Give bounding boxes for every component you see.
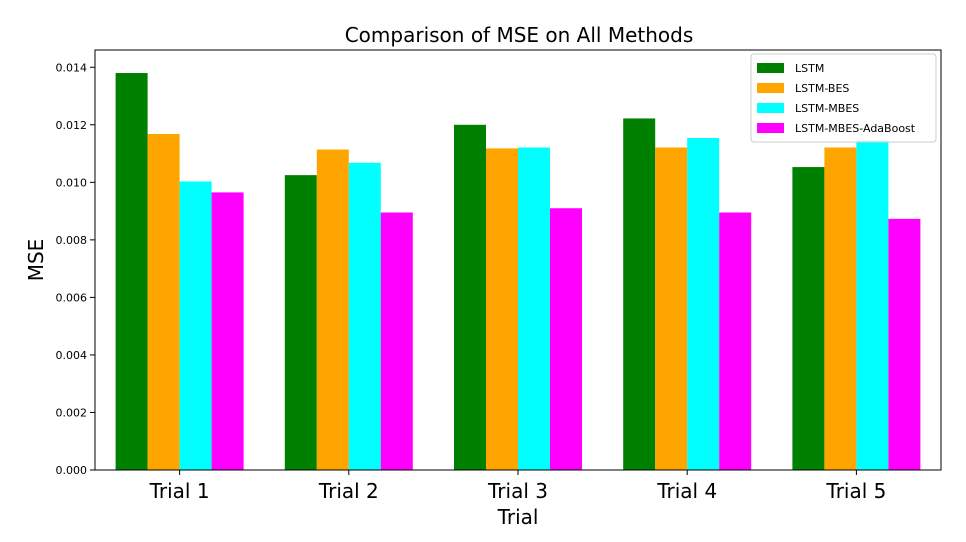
y-tick-label: 0.000 — [56, 464, 88, 477]
y-tick-label: 0.002 — [56, 406, 88, 419]
bar-lstm-mbes-trial-4 — [687, 138, 720, 470]
y-tick-label: 0.006 — [56, 291, 88, 304]
x-axis-label: Trial — [497, 505, 539, 529]
legend-swatch — [757, 63, 784, 73]
y-tick-label: 0.010 — [56, 176, 88, 189]
bar-lstm-trial-2 — [284, 175, 317, 470]
legend-swatch — [757, 83, 784, 93]
y-axis-label: MSE — [24, 239, 48, 282]
legend-label: LSTM-MBES-AdaBoost — [795, 122, 916, 135]
bars-group — [115, 73, 921, 471]
legend-box — [750, 53, 937, 143]
bar-lstm-trial-5 — [792, 167, 825, 470]
x-tick-label: Trial 5 — [825, 479, 886, 503]
bar-lstm-bes-trial-2 — [316, 149, 349, 470]
bar-lstm-bes-trial-3 — [486, 148, 518, 471]
x-tick-label: Trial 3 — [487, 479, 548, 503]
bar-lstm-mbes-adaboost-trial-3 — [550, 208, 582, 470]
y-tick-label: 0.004 — [56, 349, 88, 362]
bar-lstm-mbes-trial-2 — [348, 162, 381, 470]
legend-label: LSTM — [795, 62, 824, 75]
bar-lstm-trial-4 — [623, 118, 656, 470]
y-tick-label: 0.008 — [56, 234, 88, 247]
bar-lstm-mbes-adaboost-trial-1 — [211, 192, 244, 470]
bar-lstm-bes-trial-1 — [147, 134, 180, 470]
bar-lstm-bes-trial-5 — [824, 147, 857, 470]
bar-lstm-trial-1 — [115, 73, 148, 470]
y-tick-label: 0.012 — [56, 119, 88, 132]
bar-lstm-mbes-trial-1 — [179, 181, 212, 470]
bar-lstm-trial-3 — [454, 124, 486, 470]
legend-label: LSTM-BES — [795, 82, 849, 95]
x-tick-label: Trial 1 — [149, 479, 210, 503]
legend: LSTM LSTM-BES LSTM-MBES LSTM-MBES-AdaBoost — [750, 53, 937, 143]
bar-lstm-bes-trial-4 — [655, 147, 688, 470]
chart-title: Comparison of MSE on All Methods — [345, 23, 694, 47]
legend-swatch — [757, 103, 784, 113]
legend-swatch — [757, 123, 784, 133]
bar-lstm-mbes-trial-3 — [518, 147, 550, 470]
y-axis: 0.000 0.002 0.004 0.006 0.008 0.010 0.012 0.014 — [56, 61, 95, 477]
x-tick-label: Trial 2 — [318, 479, 379, 503]
bar-lstm-mbes-adaboost-trial-5 — [888, 218, 921, 470]
y-tick-label: 0.014 — [56, 61, 88, 74]
bar-lstm-mbes-adaboost-trial-2 — [380, 212, 413, 470]
x-axis: Trial 1 Trial 2 Trial 3 Trial 4 Trial 5 — [149, 470, 886, 503]
bar-lstm-mbes-trial-5 — [856, 140, 889, 471]
legend-label: LSTM-MBES — [795, 102, 859, 115]
bar-lstm-mbes-adaboost-trial-4 — [719, 212, 752, 470]
x-tick-label: Trial 4 — [656, 479, 717, 503]
